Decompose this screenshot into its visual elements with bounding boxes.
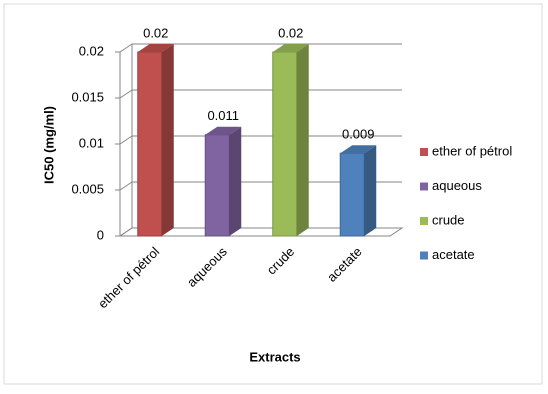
legend-swatch — [420, 217, 428, 225]
y-axis-title: IC50 (mg/ml) — [41, 106, 56, 184]
bar-side — [161, 44, 174, 236]
legend-label: acetate — [432, 247, 475, 262]
legend-label: crude — [432, 212, 465, 227]
bar-side — [229, 126, 242, 236]
bar-front — [272, 51, 298, 237]
data-label: 0.02 — [143, 25, 168, 40]
y-tick-label: 0.015 — [71, 89, 104, 104]
y-tick-label: 0.02 — [79, 43, 104, 58]
bar-top — [340, 145, 377, 154]
data-label: 0.02 — [278, 25, 303, 40]
legend-label: aqueous — [432, 178, 482, 193]
data-label: 0.011 — [207, 108, 239, 123]
y-tick-label: 0.005 — [71, 181, 104, 196]
x-axis-title: Extracts — [249, 349, 300, 364]
grid-line — [119, 135, 133, 145]
bar-side — [296, 44, 309, 236]
legend-label: ether of pétrol — [432, 143, 512, 158]
grid-line — [119, 89, 133, 99]
bar-front — [204, 134, 230, 237]
bar — [272, 44, 309, 237]
bar — [137, 44, 174, 237]
data-label: 0.009 — [342, 127, 375, 142]
bar-top — [272, 44, 309, 52]
legend-swatch — [420, 148, 428, 156]
legend-swatch — [420, 251, 428, 260]
bar-front — [339, 152, 365, 237]
grid-line — [119, 227, 133, 237]
y-tick-label: 0.01 — [79, 135, 104, 150]
bar-front — [137, 51, 163, 237]
bar-side — [364, 145, 377, 236]
bar-top — [137, 44, 174, 52]
grid-line — [119, 43, 133, 53]
bar — [339, 145, 377, 237]
grid-line — [119, 181, 133, 191]
y-tick-label: 0 — [97, 227, 104, 242]
bar-top — [205, 126, 242, 135]
legend-swatch — [420, 182, 428, 191]
bar — [204, 126, 242, 237]
